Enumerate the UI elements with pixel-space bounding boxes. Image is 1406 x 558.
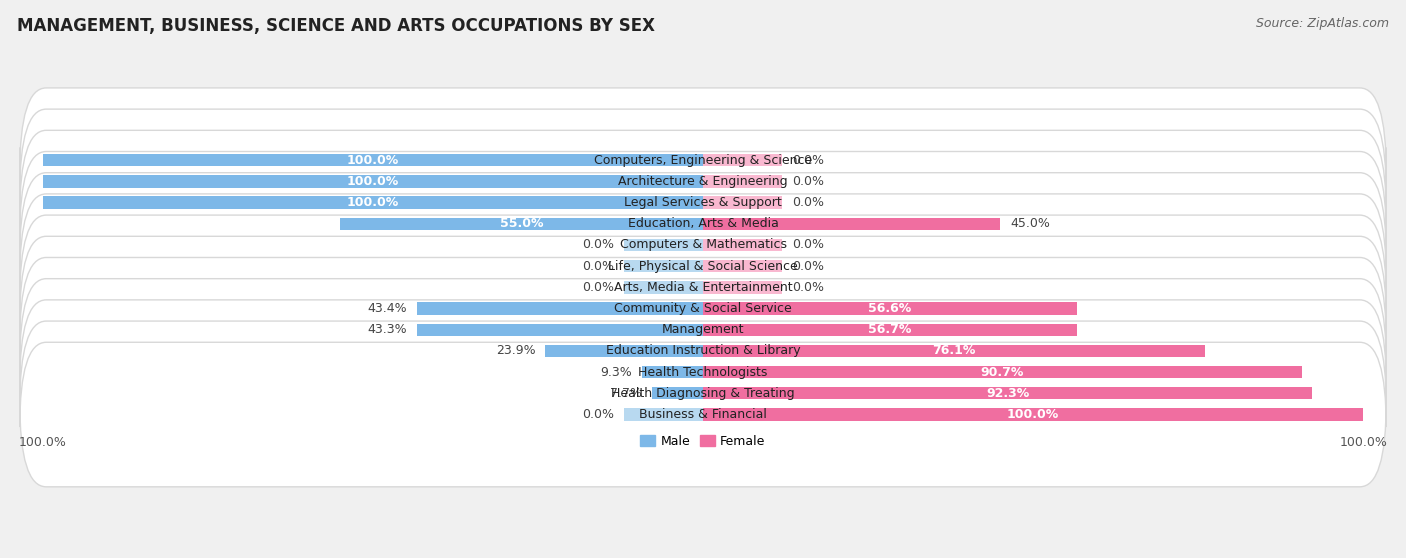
Bar xyxy=(703,196,782,209)
FancyBboxPatch shape xyxy=(20,173,1386,318)
Text: 90.7%: 90.7% xyxy=(980,365,1024,379)
Text: 0.0%: 0.0% xyxy=(792,153,824,167)
FancyBboxPatch shape xyxy=(20,278,1386,423)
FancyBboxPatch shape xyxy=(20,215,1386,360)
Text: 100.0%: 100.0% xyxy=(1007,408,1059,421)
Bar xyxy=(703,281,782,294)
Bar xyxy=(42,175,703,187)
Text: 0.0%: 0.0% xyxy=(582,238,614,252)
Bar xyxy=(42,154,703,166)
Bar xyxy=(703,260,782,272)
Bar xyxy=(703,218,1000,230)
Text: 56.6%: 56.6% xyxy=(868,302,911,315)
Text: 100.0%: 100.0% xyxy=(347,196,399,209)
Text: 92.3%: 92.3% xyxy=(986,387,1029,400)
Text: Education Instruction & Library: Education Instruction & Library xyxy=(606,344,800,358)
Text: 43.3%: 43.3% xyxy=(367,323,408,336)
Legend: Male, Female: Male, Female xyxy=(636,430,770,453)
Bar xyxy=(641,366,703,378)
FancyBboxPatch shape xyxy=(20,236,1386,381)
Bar xyxy=(546,345,703,357)
Text: Arts, Media & Entertainment: Arts, Media & Entertainment xyxy=(613,281,793,294)
Text: Source: ZipAtlas.com: Source: ZipAtlas.com xyxy=(1256,17,1389,30)
Text: 0.0%: 0.0% xyxy=(582,408,614,421)
Bar xyxy=(624,260,703,272)
Text: Management: Management xyxy=(662,323,744,336)
Bar xyxy=(703,239,782,251)
Bar xyxy=(703,324,1077,336)
Text: 100.0%: 100.0% xyxy=(347,153,399,167)
Text: 7.7%: 7.7% xyxy=(610,387,643,400)
Text: 56.7%: 56.7% xyxy=(869,323,912,336)
FancyBboxPatch shape xyxy=(20,152,1386,296)
Text: 9.3%: 9.3% xyxy=(600,365,631,379)
Bar xyxy=(703,387,1312,400)
Text: Architecture & Engineering: Architecture & Engineering xyxy=(619,175,787,188)
FancyBboxPatch shape xyxy=(20,88,1386,233)
Text: 55.0%: 55.0% xyxy=(499,217,543,230)
Text: 0.0%: 0.0% xyxy=(582,259,614,273)
Bar xyxy=(624,408,703,421)
Text: Health Diagnosing & Treating: Health Diagnosing & Treating xyxy=(612,387,794,400)
Text: 100.0%: 100.0% xyxy=(347,175,399,188)
Bar xyxy=(703,345,1205,357)
FancyBboxPatch shape xyxy=(20,321,1386,465)
FancyBboxPatch shape xyxy=(20,109,1386,254)
Text: 0.0%: 0.0% xyxy=(792,175,824,188)
Text: Business & Financial: Business & Financial xyxy=(640,408,766,421)
Bar xyxy=(652,387,703,400)
Text: 23.9%: 23.9% xyxy=(496,344,536,358)
Bar xyxy=(703,302,1077,315)
Bar xyxy=(418,324,703,336)
Bar xyxy=(703,154,782,166)
FancyBboxPatch shape xyxy=(20,300,1386,444)
FancyBboxPatch shape xyxy=(20,257,1386,402)
Text: 43.4%: 43.4% xyxy=(367,302,406,315)
Bar xyxy=(624,281,703,294)
Text: Life, Physical & Social Science: Life, Physical & Social Science xyxy=(609,259,797,273)
Text: Computers & Mathematics: Computers & Mathematics xyxy=(620,238,786,252)
Text: 0.0%: 0.0% xyxy=(582,281,614,294)
Text: Computers, Engineering & Science: Computers, Engineering & Science xyxy=(593,153,813,167)
Text: Education, Arts & Media: Education, Arts & Media xyxy=(627,217,779,230)
FancyBboxPatch shape xyxy=(20,194,1386,339)
Bar xyxy=(703,408,1364,421)
Bar xyxy=(416,302,703,315)
Text: 76.1%: 76.1% xyxy=(932,344,976,358)
Text: 0.0%: 0.0% xyxy=(792,259,824,273)
Text: 0.0%: 0.0% xyxy=(792,196,824,209)
FancyBboxPatch shape xyxy=(20,342,1386,487)
Text: MANAGEMENT, BUSINESS, SCIENCE AND ARTS OCCUPATIONS BY SEX: MANAGEMENT, BUSINESS, SCIENCE AND ARTS O… xyxy=(17,17,655,35)
Text: Health Technologists: Health Technologists xyxy=(638,365,768,379)
Text: 0.0%: 0.0% xyxy=(792,281,824,294)
Text: Legal Services & Support: Legal Services & Support xyxy=(624,196,782,209)
Text: 45.0%: 45.0% xyxy=(1010,217,1050,230)
Bar xyxy=(340,218,703,230)
Bar xyxy=(624,239,703,251)
Bar xyxy=(42,196,703,209)
Bar xyxy=(703,366,1302,378)
Text: 0.0%: 0.0% xyxy=(792,238,824,252)
FancyBboxPatch shape xyxy=(20,131,1386,275)
Bar xyxy=(703,175,782,187)
Text: Community & Social Service: Community & Social Service xyxy=(614,302,792,315)
